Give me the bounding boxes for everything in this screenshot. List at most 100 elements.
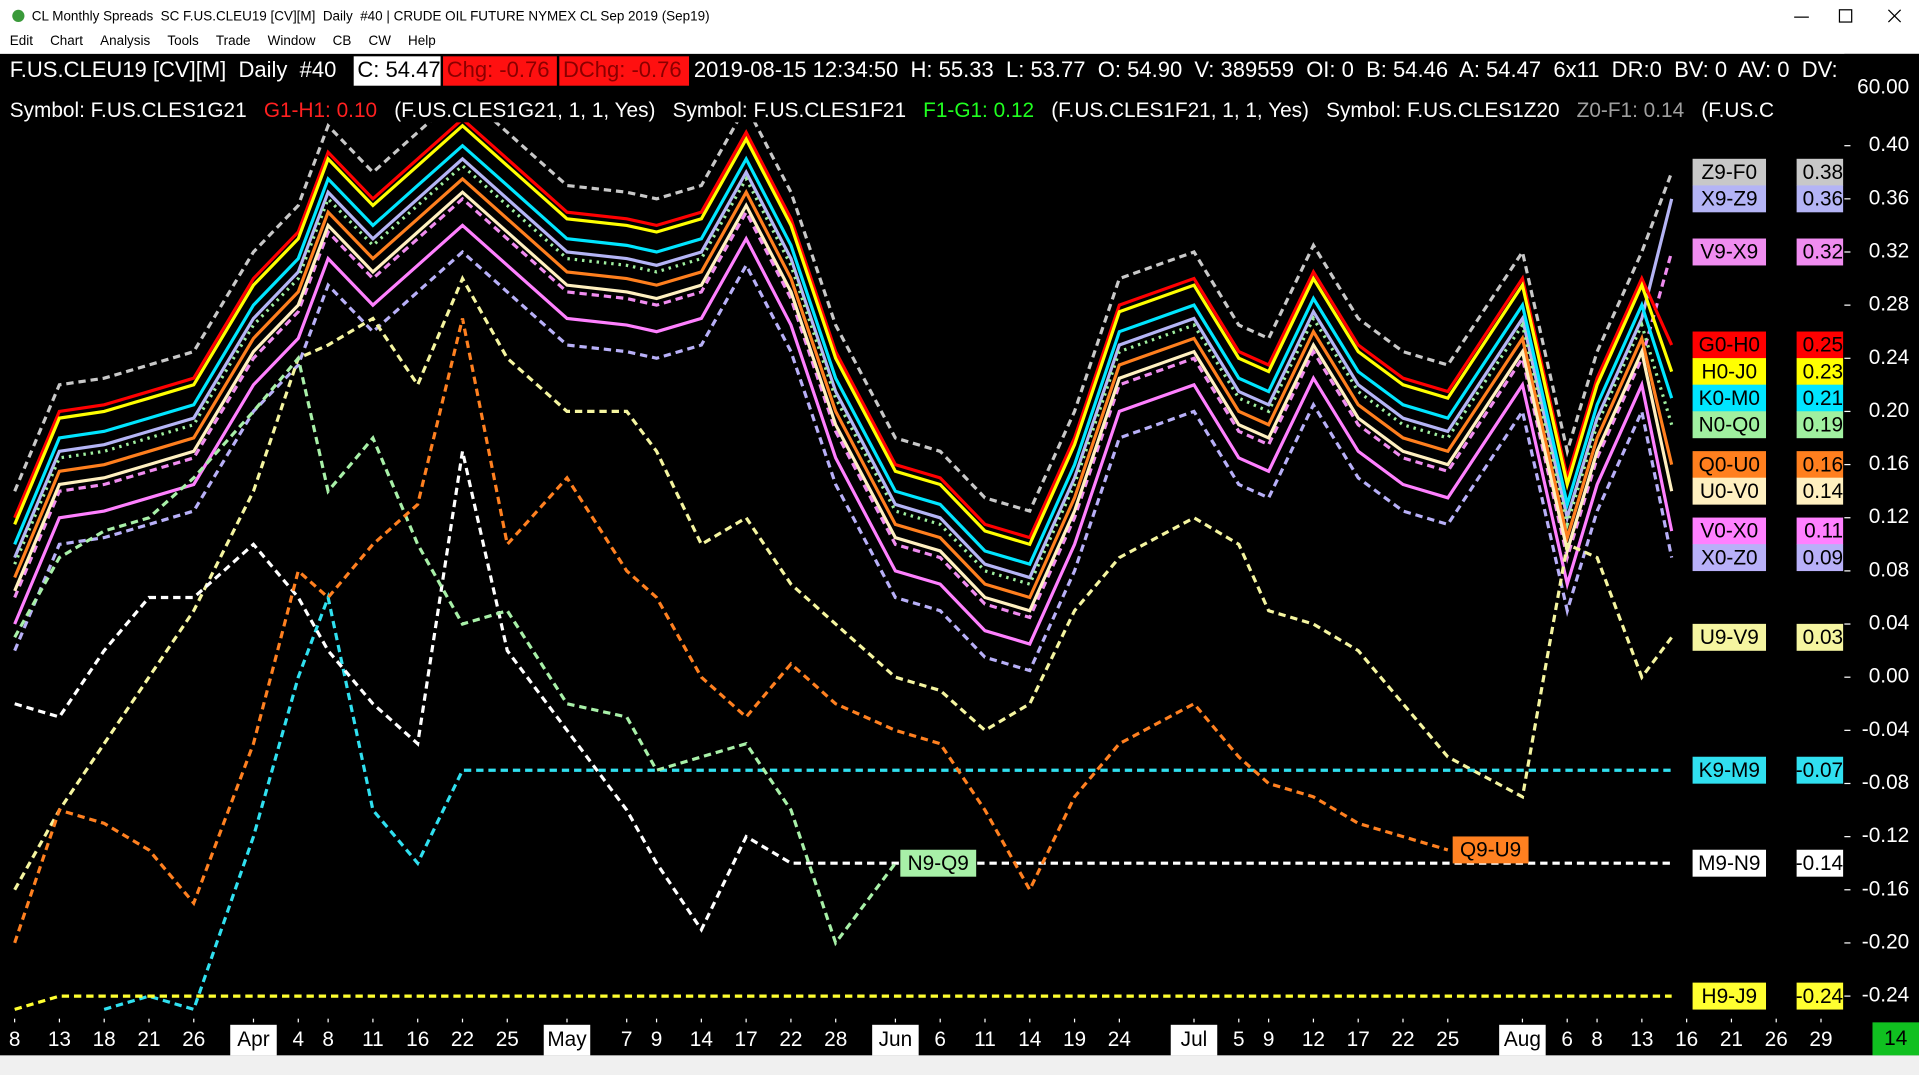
y-tick-label: 0.04 [1869,612,1909,635]
plot [13,122,1674,1012]
menu-item[interactable]: CB [333,33,352,48]
value-label: 0.32 [1803,241,1843,264]
x-tick-label: 8 [1591,1028,1603,1051]
maximize-button[interactable] [1838,9,1853,23]
menu-item[interactable]: Analysis [100,33,150,48]
series-label: Z9-F0 [1702,161,1757,184]
menu-item[interactable]: CW [369,33,392,48]
app-icon [12,9,25,23]
x-tick-label: 9 [651,1028,663,1051]
series-label: V0-X0 [1700,520,1758,543]
x-tick-label: 4 [292,1028,304,1051]
y-tick-label: 0.08 [1869,558,1909,581]
close-box [353,56,441,86]
series-label: G0-H0 [1699,334,1760,357]
x-tick-label: 25 [496,1028,519,1051]
spread-line [13,176,1674,600]
stats: 2019-08-15 12:34:50 H: 55.33 L: 53.77 O:… [694,57,1868,82]
y-tick-label: 0.40 [1869,133,1909,156]
day-change: DChg: -0.76 [563,57,682,82]
x-tick-label: 6 [1561,1028,1573,1051]
value-label-box [1796,623,1844,651]
month-label: Apr [237,1028,269,1051]
change-box [443,56,557,86]
x-tick-label: 8 [322,1028,334,1051]
month-label: May [547,1028,587,1051]
spread-line [13,223,1674,646]
menu-item[interactable]: Window [268,33,316,48]
value-label-box [1796,158,1844,186]
close-button[interactable] [1887,9,1902,23]
y-tick-label: 0.16 [1869,452,1909,475]
y-tick-label: -0.04 [1862,718,1909,741]
current-day-box [1872,1022,1919,1056]
series-label: X9-Z9 [1701,188,1758,211]
x-tick-label: 6 [934,1028,946,1051]
series-label: N9-Q9 [908,852,969,875]
x-tick-label: 26 [1765,1028,1788,1051]
x-tick-label: 22 [779,1028,802,1051]
series-label-box [1692,331,1767,359]
series-label: H9-J9 [1702,985,1757,1008]
series-label: Q0-U0 [1699,453,1760,476]
day-change-box [559,56,690,86]
value-label: 0.21 [1803,387,1843,410]
series-label-box [900,849,977,877]
study-text: Symbol: F.US.CLES1G21 [10,99,247,122]
value-label-box [1796,756,1844,784]
menu-item[interactable]: Edit [10,33,33,48]
series-label: X0-Z0 [1701,546,1758,569]
spread-line [13,143,1674,567]
month-label: Jul [1181,1028,1208,1051]
study-text: (F.US.C [1701,99,1774,122]
x-tick-label: 28 [824,1028,847,1051]
month-label: Jun [879,1028,913,1051]
series-label-box [1692,411,1767,439]
x-tick-label: 16 [406,1028,429,1051]
y-tick-label: 0.32 [1869,239,1909,262]
series-label: U9-V9 [1700,626,1759,649]
x-tick-label: 5 [1233,1028,1245,1051]
spread-line [13,123,1674,547]
y-tick-label: -0.08 [1862,771,1909,794]
y-tick-label: 0.00 [1869,665,1909,688]
spread-line [13,190,1674,613]
spread-line [13,354,897,947]
series-label: M9-N9 [1698,852,1760,875]
menu-item[interactable]: Help [408,33,436,48]
value-label: 0.16 [1803,453,1843,476]
menu-item[interactable]: Trade [216,33,251,48]
x-tick-label: 22 [1391,1028,1414,1051]
x-tick-label: 29 [1809,1028,1832,1051]
axis-cap [1844,53,1919,91]
value-label-box [1796,185,1844,213]
series-label: U0-V0 [1700,480,1759,503]
x-tick-label: 24 [1108,1028,1131,1051]
value-label: 0.19 [1803,413,1843,436]
x-tick-label: 21 [137,1028,160,1051]
value-label: 0.23 [1803,360,1843,383]
window-title: CL Monthly Spreads SC F.US.CLEU19 [CV][M… [32,9,710,24]
spread-line [14,450,1672,933]
value-label: 0.03 [1803,626,1843,649]
spread-line [13,122,1674,540]
series-label: Q9-U9 [1460,839,1521,862]
menu-item[interactable]: Tools [167,33,199,48]
y-tick-label: -0.20 [1862,930,1909,953]
value-label-box [1796,477,1844,505]
x-tick-label: 12 [1302,1028,1325,1051]
x-tick-label: 13 [1630,1028,1653,1051]
menu-bar: Edit Chart Analysis Tools Trade Window CB CW Hel… [10,33,436,48]
series-label-box [1692,451,1767,479]
x-tick-label: 14 [690,1028,713,1051]
menu-item[interactable]: Chart [50,33,83,48]
series-label-box [1692,238,1767,266]
series-label-box [1692,185,1767,213]
status-bar [0,1055,1919,1075]
x-tick-label: 18 [93,1028,116,1051]
month-box [1499,1024,1546,1056]
chart-area [0,53,1919,1056]
value-label: 0.38 [1803,161,1843,184]
value-label-box [1796,849,1844,877]
value-label-box [1796,331,1844,359]
